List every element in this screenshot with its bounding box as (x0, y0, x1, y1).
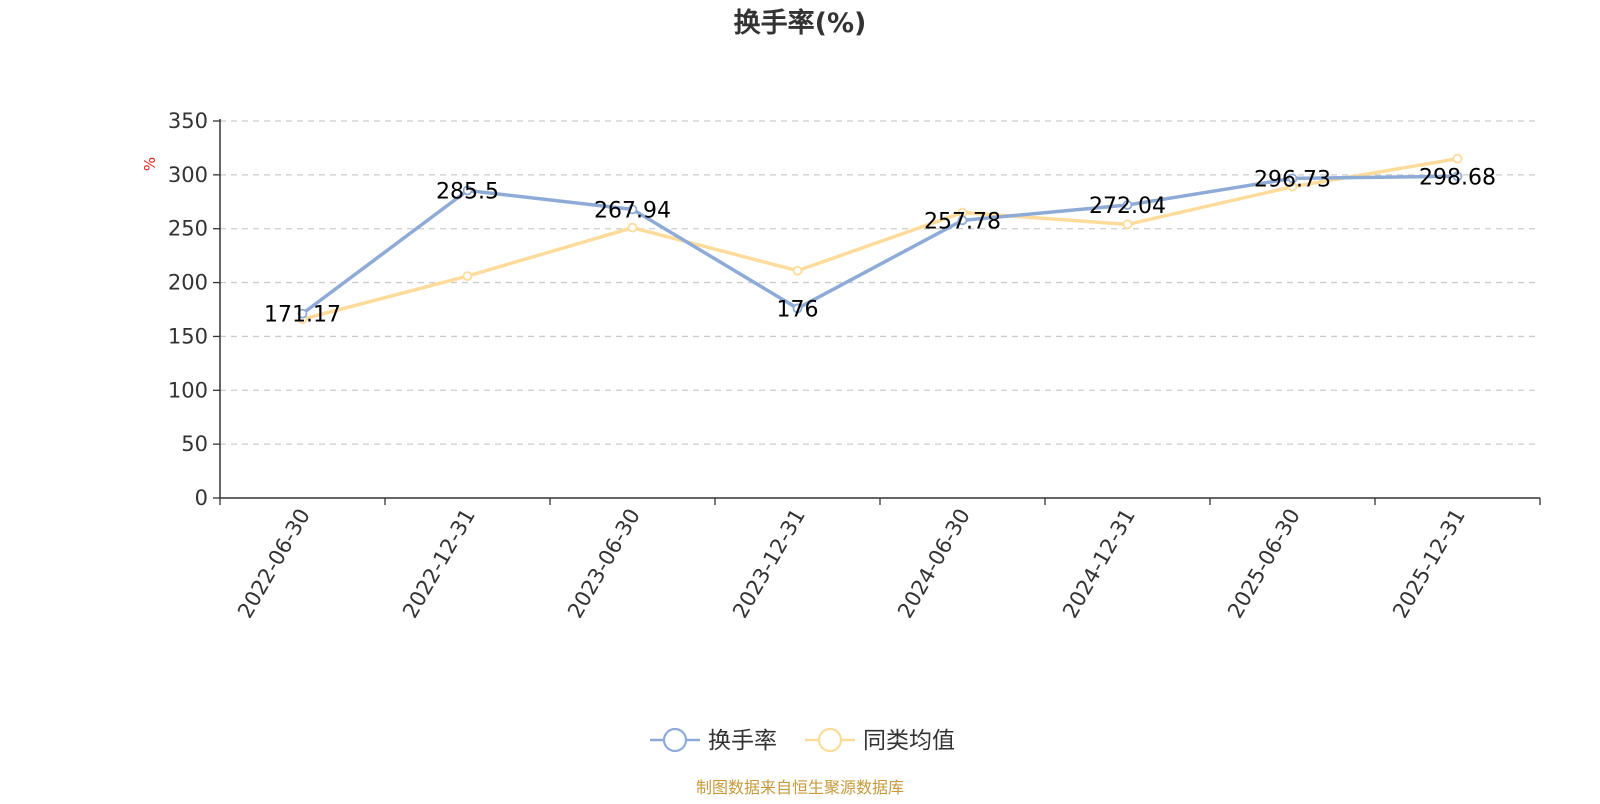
x-tick-label: 2022-12-31 (398, 505, 480, 623)
y-tick-label: 200 (168, 271, 208, 295)
data-point[interactable] (297, 308, 308, 319)
data-label: 298.68 (1419, 165, 1496, 190)
data-label: 272.04 (1089, 194, 1166, 219)
series-lines (297, 153, 1463, 325)
legend[interactable]: 换手率 同类均值 (650, 727, 955, 754)
x-tick-label: 2023-06-30 (563, 505, 645, 623)
x-tick-label: 2025-12-31 (1388, 505, 1470, 623)
series-line (301, 174, 1458, 316)
y-tick-label: 150 (168, 324, 208, 348)
data-label: 296.73 (1254, 167, 1331, 192)
x-tick-label: 2022-06-30 (233, 505, 315, 623)
data-point[interactable] (1122, 200, 1133, 210)
y-tick-label: 100 (168, 378, 208, 402)
data-label: 257.78 (924, 209, 1001, 234)
y-tick-label: 350 (168, 109, 208, 133)
data-point[interactable] (792, 303, 803, 314)
legend-item[interactable]: 换手率 (650, 727, 777, 754)
x-tick-label: 2024-12-31 (1058, 505, 1140, 623)
data-point[interactable] (462, 185, 473, 196)
x-tick-label: 2025-06-30 (1223, 505, 1305, 623)
data-label: 176 (777, 297, 819, 322)
y-tick-label: 250 (168, 217, 208, 241)
grid-lines (220, 120, 1540, 445)
legend-item[interactable]: 同类均值 (805, 727, 955, 754)
legend-circle-icon (662, 727, 688, 753)
legend-circle-icon (817, 727, 843, 753)
data-point[interactable] (1452, 153, 1463, 164)
data-point[interactable] (792, 265, 803, 276)
data-label: 171.17 (264, 303, 341, 328)
data-label: 267.94 (594, 198, 671, 223)
data-source-note: 制图数据来自恒生聚源数据库 (696, 778, 904, 797)
y-axis-unit-label: % (141, 157, 159, 171)
data-labels: 171.17 285.5 267.94 176 257.78 272.04 296.73 29… (264, 165, 1496, 327)
y-tick-label: 0 (195, 486, 208, 510)
y-tick-label: 50 (181, 432, 208, 456)
chart-title: 换手率(%) (734, 7, 867, 39)
x-tick-label: 2024-06-30 (893, 505, 975, 623)
legend-label: 换手率 (708, 728, 777, 754)
x-tick-label: 2023-12-31 (728, 505, 810, 623)
data-point[interactable] (627, 222, 638, 233)
data-point[interactable] (957, 215, 968, 226)
legend-label: 同类均值 (863, 728, 955, 754)
data-point[interactable] (627, 204, 638, 215)
data-point[interactable] (1287, 173, 1298, 184)
data-point[interactable] (1122, 219, 1133, 230)
data-point[interactable] (1452, 171, 1463, 182)
data-label: 285.5 (436, 179, 499, 204)
y-tick-label: 300 (168, 163, 208, 187)
series-line (302, 156, 1458, 321)
data-point[interactable] (462, 271, 473, 282)
axes: 0 50 100 150 200 250 300 350 2022-06-30 2022-12-3… (168, 109, 1541, 623)
